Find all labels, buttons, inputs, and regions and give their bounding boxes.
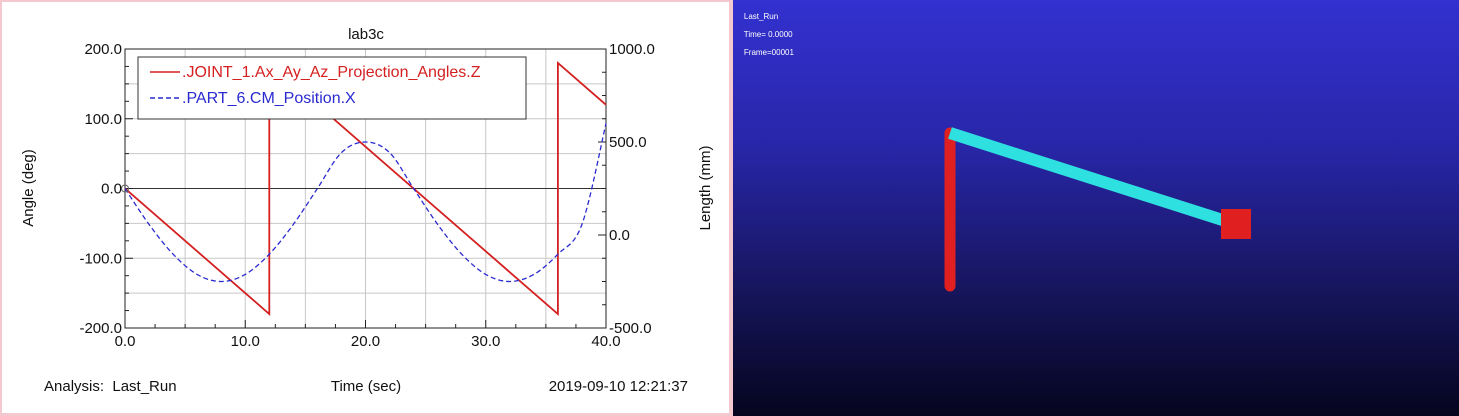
frame-label: Frame=00001 [743,48,794,57]
legend-box [137,56,527,120]
legend-label-1: .JOINT_1.Ax_Ay_Az_Projection_Angles.Z [182,64,481,81]
y2-tick-label: -500.0 [609,320,652,337]
x-tick-label: 0.0 [115,333,136,350]
time-label: Time= 0.0000 [743,30,793,39]
x-axis-label: Time (sec) [331,378,401,395]
legend[interactable]: .JOINT_1.Ax_Ay_Az_Projection_Angles.Z .PA… [137,56,527,120]
timestamp: 2019-09-10 12:21:37 [549,378,688,395]
crank-link [948,127,1237,230]
mechanism-view [944,127,1251,292]
series-line-2 [124,123,607,283]
slider-block [1221,209,1251,239]
y2-tick-label: 500.0 [609,134,647,151]
animation-header: Last_Run Time= 0.0000 Frame=00001 [735,3,794,66]
x-tick-label: 40.0 [591,333,620,350]
plot-panel[interactable]: 0.0 10.0 20.0 30.0 40.0 200.0 100.0 0.0 -100.0 -2… [2,2,729,413]
y-tick-label: -200.0 [79,320,122,337]
x-tick-label: 10.0 [231,333,260,350]
tick-label-layer: 0.0 10.0 20.0 30.0 40.0 200.0 100.0 0.0 -100.0 -2… [79,41,654,350]
plot-title: lab3c [348,26,384,43]
animation-viewport[interactable]: Last_Run Time= 0.0000 Frame=00001 [733,0,1459,416]
x-tick-label: 20.0 [351,333,380,350]
analysis-label: Analysis: Last_Run [44,378,177,395]
left-axis-label: Angle (deg) [20,149,37,227]
y-tick-label: 0.0 [101,181,122,198]
origin-marker [121,184,129,193]
series-layer [121,60,607,317]
y-tick-label: 100.0 [84,111,122,128]
y2-tick-label: 0.0 [609,227,630,244]
right-axis-label: Length (mm) [697,145,714,230]
y-tick-label: 200.0 [84,41,122,58]
line-chart[interactable]: 0.0 10.0 20.0 30.0 40.0 200.0 100.0 0.0 -100.0 -2… [2,2,729,413]
run-label: Last_Run [743,12,779,21]
y-tick-label: -100.0 [79,250,122,267]
y2-tick-label: 1000.0 [609,41,655,58]
legend-label-2: .PART_6.CM_Position.X [182,90,356,107]
x-tick-label: 30.0 [471,333,500,350]
